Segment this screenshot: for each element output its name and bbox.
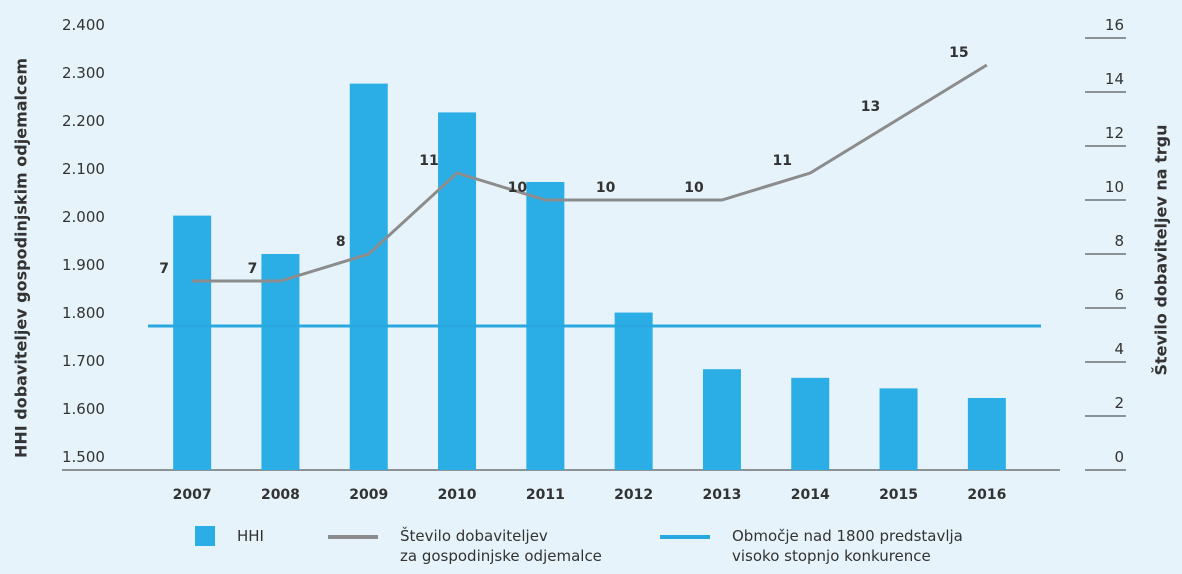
legend-item: Število dobaviteljev za gospodinjske odj… [328, 526, 602, 566]
y-tick-label: 2.000 [62, 208, 105, 226]
bar [702, 369, 741, 470]
y-tick-label: 2.100 [62, 160, 105, 178]
x-tick-label: 2012 [614, 487, 653, 503]
bar [879, 388, 918, 470]
data-label: 15 [949, 45, 968, 61]
y2-tick-label: 16 [1105, 16, 1124, 34]
y-tick-label: 1.900 [62, 256, 105, 274]
legend-label: Območje nad 1800 predstavlja visoko stop… [732, 527, 963, 565]
bar [791, 377, 830, 470]
y2-tick-label: 8 [1114, 232, 1124, 250]
y2-tick-label: 0 [1114, 448, 1124, 466]
y2-tick-label: 6 [1114, 286, 1124, 304]
x-tick-label: 2008 [261, 487, 300, 503]
y-tick-label: 1.500 [62, 448, 105, 466]
bar [261, 254, 300, 470]
data-label: 10 [596, 180, 616, 196]
y2-tick-label: 4 [1114, 340, 1124, 358]
x-tick-label: 2014 [791, 487, 830, 503]
x-tick-label: 2007 [173, 487, 212, 503]
x-tick-label: 2009 [349, 487, 388, 503]
data-label: 11 [419, 153, 438, 169]
bar [967, 398, 1006, 470]
data-label: 8 [336, 234, 346, 250]
x-tick-label: 2010 [438, 487, 477, 503]
y-axis-label: HHI dobaviteljev gospodinjskim odjemalce… [12, 58, 31, 458]
legend-item: Območje nad 1800 predstavlja visoko stop… [660, 526, 963, 566]
y-tick-label: 1.600 [62, 400, 105, 418]
x-tick-label: 2015 [879, 487, 918, 503]
data-label: 13 [861, 99, 880, 115]
legend-swatch [195, 526, 215, 546]
y-tick-label: 2.300 [62, 64, 105, 82]
bar [173, 215, 212, 470]
x-tick-label: 2011 [526, 487, 565, 503]
y2-tick-label: 12 [1105, 124, 1124, 142]
x-tick-label: 2013 [702, 487, 741, 503]
data-label: 10 [684, 180, 704, 196]
legend-swatch [328, 535, 378, 539]
y-tick-label: 2.200 [62, 112, 105, 130]
y2-tick-label: 14 [1105, 70, 1124, 88]
y-tick-label: 1.700 [62, 352, 105, 370]
y2-tick-label: 2 [1114, 394, 1124, 412]
line [192, 63, 988, 283]
x-tick-label: 2016 [967, 487, 1006, 503]
data-label: 10 [508, 180, 528, 196]
data-label: 7 [159, 261, 169, 277]
legend-swatch [660, 535, 710, 539]
legend-label: Število dobaviteljev za gospodinjske odj… [400, 527, 602, 565]
data-label: 7 [248, 261, 258, 277]
legend-item: HHI [195, 526, 264, 546]
data-label: 11 [773, 153, 792, 169]
bar [349, 83, 388, 470]
y2-tick-label: 10 [1105, 178, 1124, 196]
y-tick-label: 2.400 [62, 16, 105, 34]
bar [614, 312, 653, 470]
y2-axis-label: Število dobaviteljev na trgu [1152, 124, 1171, 375]
y-tick-label: 1.800 [62, 304, 105, 322]
legend-label: HHI [237, 527, 264, 545]
bar [438, 112, 477, 471]
